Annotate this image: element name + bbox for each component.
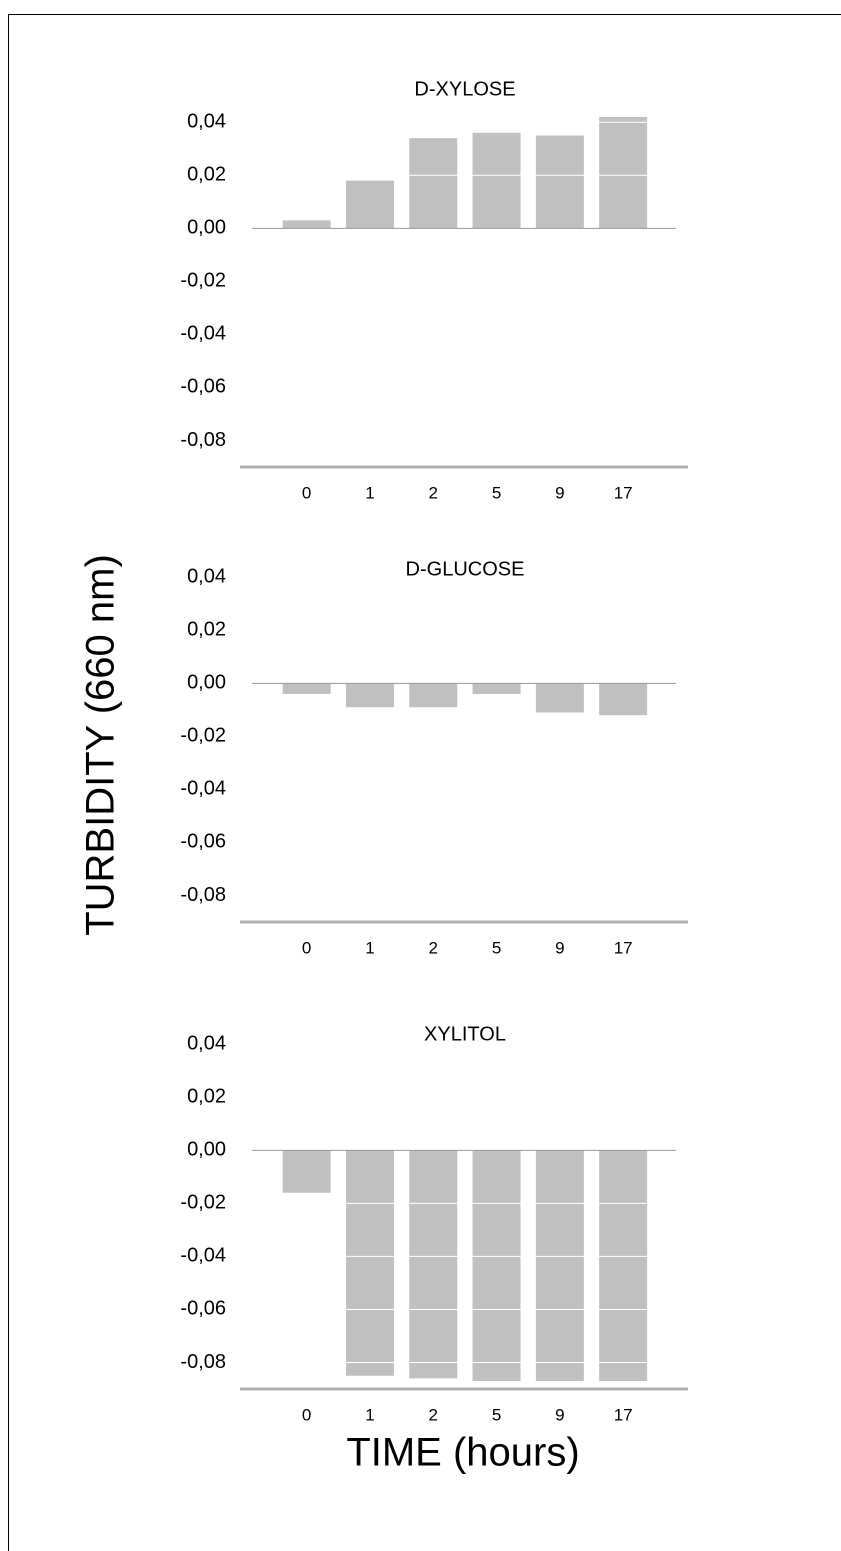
bar: [535, 1150, 584, 1382]
x-tick-label: 2: [429, 938, 438, 957]
y-tick-label: 0,02: [187, 1086, 226, 1108]
x-tick-label: 2: [429, 1405, 438, 1424]
x-tick-label: 0: [302, 483, 311, 502]
bar: [282, 1150, 331, 1193]
y-tick-label: -0,08: [180, 429, 226, 451]
bar: [599, 683, 648, 716]
y-tick-label: -0,02: [180, 270, 226, 292]
bar: [535, 135, 584, 229]
bar: [345, 683, 394, 708]
y-tick-label: -0,06: [180, 831, 226, 853]
bar: [599, 1150, 648, 1382]
bar: [282, 220, 331, 229]
y-tick-label: -0,08: [180, 1351, 226, 1373]
chart-title: D-XYLOSE: [414, 78, 515, 100]
y-tick-label: 0,04: [187, 566, 226, 588]
y-tick-label: 0,00: [187, 672, 226, 694]
bar: [282, 683, 331, 694]
x-tick-label: 5: [492, 938, 501, 957]
chart-title: XYLITOL: [424, 1023, 506, 1045]
y-tick-label: -0,06: [180, 376, 226, 398]
y-tick-label: 0,00: [187, 1139, 226, 1161]
x-tick-label: 17: [614, 483, 633, 502]
y-tick-label: 0,02: [187, 619, 226, 641]
x-tick-label: 17: [614, 938, 633, 957]
y-tick-label: -0,04: [180, 1245, 226, 1267]
x-tick-label: 9: [555, 483, 564, 502]
y-axis-label: TURBIDITY (660 nm): [79, 554, 123, 936]
bar: [535, 683, 584, 713]
y-tick-label: -0,08: [180, 884, 226, 906]
y-tick-label: -0,04: [180, 323, 226, 345]
y-tick-label: -0,04: [180, 778, 226, 800]
x-tick-label: 9: [555, 938, 564, 957]
y-tick-label: -0,02: [180, 725, 226, 747]
bar: [472, 683, 521, 694]
x-tick-label: 1: [365, 938, 374, 957]
bar: [472, 1150, 521, 1382]
x-tick-label: 1: [365, 483, 374, 502]
x-tick-label: 5: [492, 483, 501, 502]
x-tick-label: 0: [302, 1405, 311, 1424]
x-tick-label: 5: [492, 1405, 501, 1424]
y-tick-label: 0,00: [187, 217, 226, 239]
x-axis-label: TIME (hours): [346, 1431, 579, 1475]
chart-title: D-GLUCOSE: [406, 558, 525, 580]
x-tick-label: 2: [429, 483, 438, 502]
y-tick-label: 0,04: [187, 111, 226, 133]
x-tick-label: 0: [302, 938, 311, 957]
bar: [345, 180, 394, 229]
bar: [409, 683, 458, 708]
bar: [345, 1150, 394, 1376]
y-tick-label: -0,02: [180, 1192, 226, 1214]
x-tick-label: 9: [555, 1405, 564, 1424]
y-tick-label: 0,02: [187, 164, 226, 186]
bar: [472, 132, 521, 229]
y-tick-label: 0,04: [187, 1033, 226, 1055]
x-tick-label: 1: [365, 1405, 374, 1424]
y-tick-label: -0,06: [180, 1298, 226, 1320]
bar: [599, 116, 648, 229]
bar: [409, 138, 458, 229]
x-tick-label: 17: [614, 1405, 633, 1424]
bar: [409, 1150, 458, 1379]
